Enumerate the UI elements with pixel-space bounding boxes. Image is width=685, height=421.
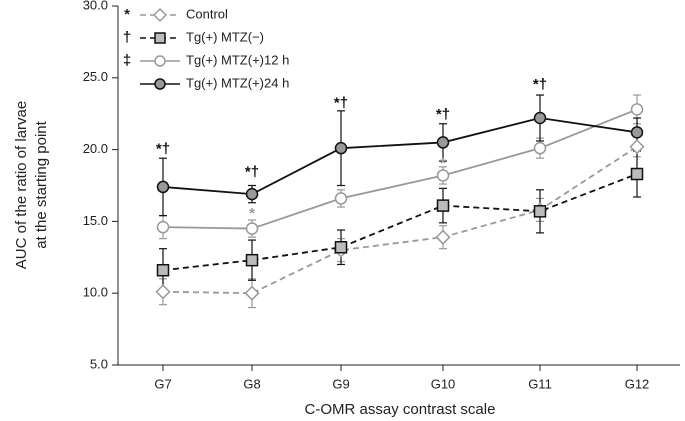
marker — [156, 263, 170, 277]
series-line — [162, 117, 638, 196]
marker — [533, 141, 547, 155]
annotation: *† — [533, 76, 547, 93]
marker — [630, 167, 644, 181]
legend-symbol: * — [124, 6, 130, 23]
legend-label: Tg(+) MTZ(+)24 h — [186, 75, 289, 90]
series-line — [162, 173, 638, 272]
marker — [436, 136, 450, 149]
annotation: *† — [156, 141, 170, 158]
marker — [245, 222, 259, 235]
marker — [155, 284, 171, 300]
marker — [156, 180, 170, 194]
legend-symbol: ‡ — [123, 52, 131, 69]
marker — [152, 7, 168, 23]
marker — [533, 205, 547, 218]
series-line — [162, 145, 638, 295]
x-tick-label: G8 — [243, 376, 260, 391]
marker — [156, 220, 170, 234]
x-tick-label: G9 — [332, 376, 349, 391]
marker — [245, 253, 259, 267]
y-tick-label: 20.0 — [83, 141, 108, 156]
annotation: * — [440, 155, 446, 172]
marker — [154, 32, 166, 44]
marker — [154, 55, 166, 67]
y-tick-label: 5.0 — [90, 356, 108, 371]
marker — [436, 199, 450, 212]
marker — [630, 126, 644, 139]
y-axis-title: AUC of the ratio of larvae — [13, 101, 30, 269]
legend-symbol: † — [123, 29, 131, 46]
marker — [533, 111, 547, 125]
y-tick-label: 10.0 — [83, 285, 108, 300]
x-tick-label: G7 — [154, 376, 171, 391]
y-tick-label: 15.0 — [83, 213, 108, 228]
x-tick-label: G11 — [528, 376, 552, 391]
series-line — [162, 108, 638, 230]
annotation: * — [249, 205, 255, 222]
y-tick-label: 30.0 — [83, 0, 108, 12]
marker — [245, 187, 259, 201]
legend-label: Tg(+) MTZ(+)12 h — [186, 52, 289, 67]
marker — [436, 169, 450, 182]
marker — [334, 192, 348, 205]
marker — [630, 103, 644, 116]
y-axis-title: at the starting point — [33, 120, 50, 248]
marker — [334, 240, 348, 254]
x-tick-label: G10 — [431, 376, 456, 391]
legend-label: Tg(+) MTZ(−) — [186, 29, 264, 44]
marker — [244, 285, 260, 301]
annotation: *† — [334, 95, 348, 112]
marker — [154, 78, 166, 90]
marker — [629, 139, 645, 155]
annotation: *† — [245, 164, 259, 181]
x-axis-title: C-OMR assay contrast scale — [305, 401, 496, 418]
x-tick-label: G12 — [625, 376, 650, 391]
legend-label: Control — [186, 6, 228, 21]
y-tick-label: 25.0 — [83, 69, 108, 84]
annotation: *† — [436, 106, 450, 123]
marker — [435, 229, 451, 245]
marker — [334, 141, 348, 155]
